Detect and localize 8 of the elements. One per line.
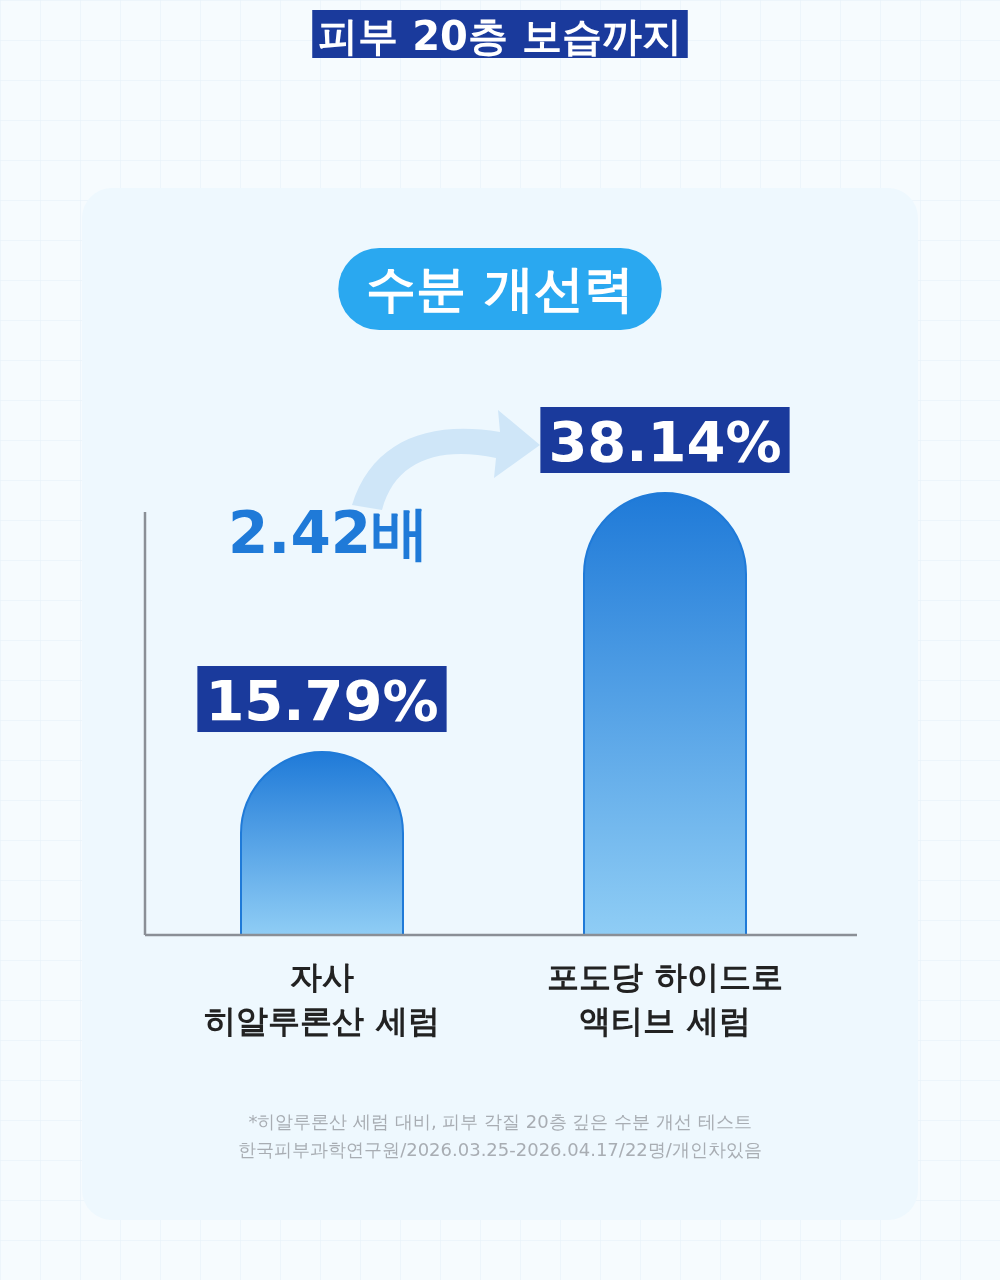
x-tick-label: 자사 히알루론산 세럼	[204, 958, 440, 1040]
subtitle: 수분 개선력	[338, 248, 662, 330]
text: 한국피부과학연구원/2026.03.25-2026.04.17/22명/개인차있음	[238, 1139, 762, 1160]
title: 피부 20층 보습까지	[312, 10, 688, 59]
chart-subtitle: 수분 개선력	[366, 260, 634, 318]
text: *히알루론산 세럼 대비, 피부 각질 20층 깊은 수분 개선 테스트	[248, 1111, 752, 1132]
x-tick-label: 포도당 하이드로 액티브 세럼	[547, 958, 783, 1040]
annotation: 2.42배	[228, 499, 430, 567]
